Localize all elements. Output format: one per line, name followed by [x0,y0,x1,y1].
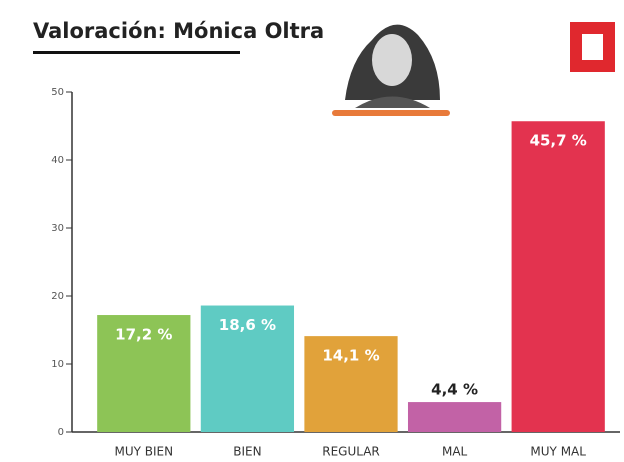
title-underline [33,51,240,54]
y-tick-label: 10 [51,359,64,370]
value-label: 4,4 % [431,381,478,399]
y-tick-label: 20 [51,291,64,302]
bar [304,336,398,432]
y-tick-label: 50 [51,87,64,98]
x-tick-label: REGULAR [322,445,380,459]
x-tick-label: BIEN [233,445,261,459]
value-label: 45,7 % [530,132,587,150]
x-tick-label: MAL [442,445,468,459]
value-label: 17,2 % [115,326,172,344]
logo [570,22,615,72]
value-label: 14,1 % [322,347,379,365]
x-tick-label: MUY BIEN [114,445,173,459]
y-tick-label: 40 [51,155,64,166]
bar [200,305,295,432]
chart-title: Valoración: Mónica Oltra [33,19,324,43]
y-tick-label: 30 [51,223,64,234]
bar [97,315,191,432]
value-label: 18,6 % [219,316,276,334]
bar [407,402,502,432]
bar [511,121,605,433]
y-tick-label: 0 [58,427,64,438]
portrait [332,24,450,116]
x-tick-label: MUY MAL [530,445,586,459]
